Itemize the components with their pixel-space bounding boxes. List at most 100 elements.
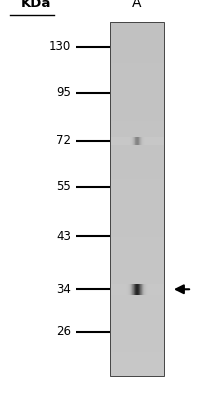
Bar [146,284,147,295]
Bar [110,227,164,228]
Bar [144,136,145,144]
Bar [110,131,164,133]
Bar [110,311,164,312]
Bar [125,136,126,144]
Bar [110,332,164,334]
Bar [110,164,164,166]
Bar [110,34,164,35]
Bar [110,328,164,330]
Bar [125,136,126,144]
Bar [110,327,164,329]
Bar [110,198,164,199]
Bar [111,136,112,144]
Bar [110,75,164,76]
Bar [120,284,121,295]
Bar [110,183,164,185]
Bar [110,206,164,207]
Bar [110,28,164,29]
Bar [127,284,128,295]
Bar [110,156,164,158]
Bar [110,255,164,257]
Bar [110,358,164,360]
Bar [119,284,120,295]
Bar [154,284,155,295]
Bar [142,284,143,295]
Bar [110,316,164,317]
Bar [110,158,164,160]
Bar [110,149,164,151]
Bar [131,136,132,144]
Bar [110,70,164,72]
Bar [110,105,164,107]
Bar [115,284,116,295]
Bar [110,317,164,318]
Bar [159,284,160,295]
Bar [140,284,141,295]
Bar [110,319,164,320]
Bar [110,359,164,361]
Bar [110,174,164,176]
Bar [110,200,164,201]
Bar [110,342,164,344]
Bar [110,276,164,278]
Bar [110,58,164,60]
Bar [110,155,164,156]
Bar [153,284,154,295]
Bar [110,284,111,295]
Bar [149,284,150,295]
Bar [110,306,164,308]
Bar [110,282,164,284]
Bar [110,334,164,336]
Bar [111,284,112,295]
Bar [159,136,160,144]
Bar [136,136,137,144]
Bar [135,136,136,144]
Bar [110,244,164,245]
Bar [138,136,139,144]
Bar [110,357,164,358]
Bar [162,136,163,144]
Bar [110,25,164,27]
Text: A: A [132,0,142,10]
Bar [110,285,164,286]
Bar [154,136,155,144]
Bar [124,284,125,295]
Bar [110,157,164,159]
Bar [110,128,164,129]
Bar [110,124,164,126]
Bar [110,62,164,63]
Bar [110,50,164,52]
Bar [139,284,140,295]
Bar [110,38,164,40]
Bar [110,208,164,210]
Bar [137,284,138,295]
Bar [110,48,164,49]
Bar [110,252,164,253]
Bar [110,108,164,109]
Bar [141,136,142,144]
Bar [110,54,164,55]
Bar [110,136,111,144]
Bar [110,52,164,54]
Bar [139,136,140,144]
Bar [110,294,164,296]
Bar [157,284,158,295]
Bar [161,284,162,295]
Bar [110,270,164,272]
Bar [142,136,143,144]
Bar [164,136,165,144]
Bar [110,110,164,112]
Bar [140,284,141,295]
Bar [121,136,122,144]
Bar [110,57,164,58]
Bar [110,295,164,297]
Bar [110,22,164,376]
Bar [117,136,118,144]
Bar [132,136,133,144]
Bar [110,66,164,68]
Bar [157,136,158,144]
Bar [155,136,156,144]
Bar [110,49,164,50]
Bar [148,284,149,295]
Bar [110,151,164,153]
